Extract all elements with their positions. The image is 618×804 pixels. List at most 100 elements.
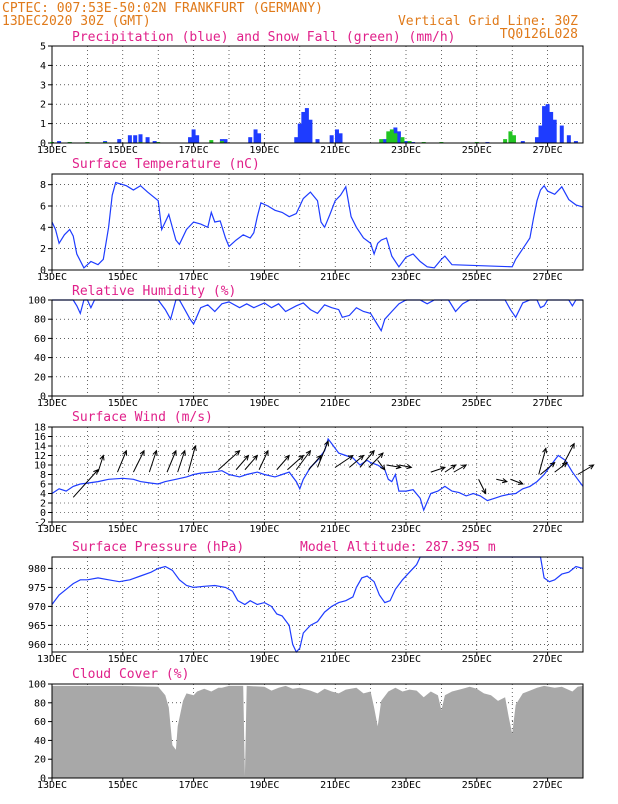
x-tick-label: 17DEC <box>179 398 209 409</box>
wind-arrow <box>218 449 241 471</box>
x-tick-label: 21DEC <box>320 272 350 283</box>
precip-bar <box>117 139 122 143</box>
y-tick-label: 100 <box>28 680 46 691</box>
x-tick-label: 23DEC <box>391 145 421 156</box>
wind-arrow <box>97 454 105 473</box>
precip-bar <box>57 141 62 143</box>
precip-bar <box>559 125 564 143</box>
x-tick-label: 21DEC <box>320 524 350 535</box>
header-station: CPTEC: 007:53E-50:02N FRANKFURT (GERMANY… <box>2 1 323 16</box>
x-tick-label: 15DEC <box>108 524 138 535</box>
y-tick-label: 1 <box>40 119 46 130</box>
x-tick-label: 25DEC <box>462 654 492 665</box>
y-tick-label: 20 <box>34 755 46 766</box>
wind-arrow <box>317 440 329 468</box>
precip-bar <box>138 134 143 143</box>
panel-frame <box>51 299 584 397</box>
wind-arrow <box>577 464 595 475</box>
precip-bar <box>538 125 543 143</box>
y-tick-label: 5 <box>40 42 46 53</box>
y-tick-label: 3 <box>40 80 46 91</box>
x-tick-label: 19DEC <box>249 398 279 409</box>
x-tick-label: 23DEC <box>391 780 421 791</box>
precip-bar <box>549 111 554 143</box>
x-tick-label: 21DEC <box>320 654 350 665</box>
wind-arrow <box>386 464 402 470</box>
wind-arrow <box>368 452 384 468</box>
y-tick-label: 2 <box>40 499 46 510</box>
precip-bar <box>542 106 547 143</box>
y-tick-label: 0 <box>40 508 46 519</box>
y-tick-label: 4 <box>40 489 46 500</box>
x-tick-label: 13DEC <box>37 145 67 156</box>
precip-bar <box>386 131 391 143</box>
wind-arrow <box>478 479 487 495</box>
precip-bar <box>248 137 253 143</box>
wind-arrow <box>398 463 413 470</box>
x-tick-label: 15DEC <box>108 398 138 409</box>
y-tick-label: 12 <box>34 451 46 462</box>
pressure-panel: Surface Pressure (hPa) Model Altitude: 2… <box>28 540 584 665</box>
wind-arrow <box>538 447 548 475</box>
y-tick-label: 0 <box>40 139 46 150</box>
precip-bar <box>552 119 557 143</box>
x-tick-label: 13DEC <box>37 398 67 409</box>
y-tick-label: 980 <box>28 564 46 575</box>
precip-bar <box>188 137 193 143</box>
model-altitude-note: Model Altitude: 287.395 m <box>300 540 496 555</box>
x-tick-label: 15DEC <box>108 145 138 156</box>
wind-arrow <box>496 478 509 484</box>
precip-bar <box>393 133 398 143</box>
temperature-panel: Surface Temperature (nC) 0 2 4 6 8 13DEC 15DEC… <box>37 157 584 283</box>
x-tick-label: 25DEC <box>462 145 492 156</box>
y-tick-label: 0 <box>40 774 46 785</box>
panel-frame <box>51 426 584 523</box>
y-tick-label: 10 <box>34 461 46 472</box>
wind-arrow <box>444 464 457 473</box>
y-tick-label: 970 <box>28 602 46 613</box>
y-tick-label: 2 <box>40 100 46 111</box>
wind-arrow <box>561 442 575 468</box>
precip-bar <box>334 129 339 143</box>
x-tick-label: 19DEC <box>249 145 279 156</box>
precip-bar <box>379 139 384 143</box>
pres-series-line <box>51 556 584 654</box>
precip-bar <box>133 135 138 143</box>
temp-series-line <box>51 181 584 269</box>
precip-bar <box>545 104 550 143</box>
wind-arrow <box>453 464 468 473</box>
x-tick-label: 17DEC <box>179 780 209 791</box>
y-tick-label: 60 <box>34 334 46 345</box>
header-grid-line: Vertical Grid Line: 30Z <box>398 14 578 29</box>
precip-bar <box>338 133 343 143</box>
precip-bar <box>396 131 401 143</box>
x-tick-label: 27DEC <box>533 654 563 665</box>
wind-arrow <box>349 454 365 468</box>
precip-bar <box>219 141 224 143</box>
panel-frame <box>51 45 584 144</box>
precipitation-panel: Precipitation (blue) and Snow Fall (gree… <box>37 30 584 156</box>
precip-bar <box>223 139 228 143</box>
precip-bar <box>195 135 200 143</box>
y-tick-label: 60 <box>34 717 46 728</box>
y-tick-label: 4 <box>40 223 46 234</box>
precip-bar <box>329 135 334 143</box>
precip-bar <box>382 139 387 143</box>
wind-arrow <box>235 454 250 471</box>
wind-arrow <box>334 454 354 468</box>
x-tick-label: 13DEC <box>37 780 67 791</box>
x-tick-label: 23DEC <box>391 654 421 665</box>
precip-bar <box>566 135 571 143</box>
y-tick-label: 8 <box>40 470 46 481</box>
wind-title: Surface Wind (m/s) <box>72 410 213 425</box>
x-tick-label: 21DEC <box>320 145 350 156</box>
y-tick-label: 960 <box>28 640 46 651</box>
x-tick-label: 19DEC <box>249 654 279 665</box>
wind-arrow <box>132 449 145 473</box>
precip-bar <box>389 129 394 143</box>
y-tick-label: 965 <box>28 621 46 632</box>
wind-arrow <box>308 454 322 471</box>
x-tick-label: 27DEC <box>533 272 563 283</box>
